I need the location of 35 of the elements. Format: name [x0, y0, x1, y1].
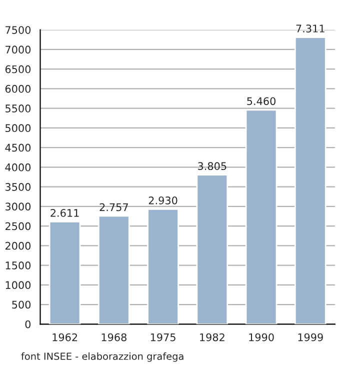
y-tick-label: 2000	[5, 242, 31, 250]
text: font INSEE - elaborazzion grafega	[21, 352, 184, 362]
y-tick-label: 6000	[5, 84, 31, 93]
data-label: 2.757	[100, 203, 128, 212]
bar	[245, 109, 278, 324]
x-tick-label: 1975	[150, 333, 176, 342]
data-label: 2.930	[148, 196, 178, 204]
y-tick-label: 1000	[6, 281, 31, 290]
data-label: 5.460	[247, 97, 276, 106]
y-tick-label: 2500	[5, 222, 31, 230]
y-tick-label: 500	[12, 300, 31, 309]
x-tick-label: 1990	[249, 333, 274, 342]
bar	[48, 220, 81, 324]
bar	[196, 174, 228, 324]
y-tick-label: 6500	[5, 65, 31, 74]
bar	[98, 215, 130, 324]
data-label: 3.805	[198, 162, 226, 170]
y-tick-label: 3000	[6, 202, 31, 211]
y-tick-label: 1500	[6, 262, 31, 270]
y-tick-label: 7000	[6, 46, 31, 54]
y-tick-label: 3500	[6, 183, 31, 191]
bar	[294, 36, 326, 324]
x-tick-label: 1962	[52, 333, 78, 342]
y-tick-label: 5000	[6, 124, 31, 132]
data-label: 2.611	[50, 209, 79, 217]
data-label: 7.311	[296, 24, 324, 32]
x-tick-label: 1982	[200, 333, 224, 342]
y-tick-label: 4000	[5, 163, 31, 172]
y-tick-label: 5500	[6, 104, 31, 112]
x-tick-label: 1968	[102, 333, 126, 342]
y-tick-label: 0	[25, 320, 31, 328]
y-tick-label: 7500	[6, 26, 31, 34]
x-tick-label: 1999	[298, 333, 323, 342]
bar	[147, 208, 179, 324]
y-tick-label: 4500	[5, 144, 31, 152]
